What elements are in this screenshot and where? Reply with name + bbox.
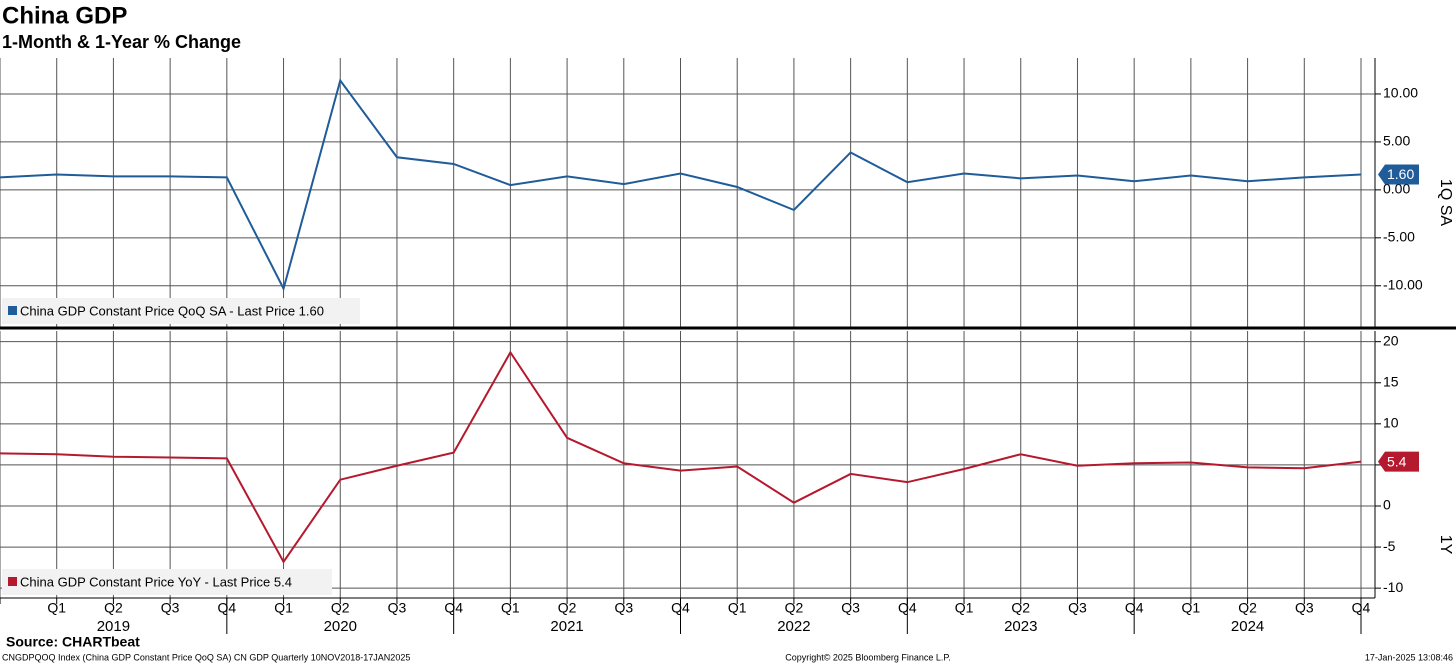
last-price-flag — [1378, 451, 1419, 472]
x-tick-label: Q1 — [1182, 600, 1201, 616]
x-tick-label: Q1 — [47, 600, 66, 616]
legend-label: China GDP Constant Price YoY - Last Pric… — [20, 574, 292, 589]
x-tick-label: Q2 — [104, 600, 123, 616]
y-tick-label: -5.00 — [1383, 229, 1415, 245]
y-axis-title: 1Q SA — [1437, 179, 1454, 226]
legend-label: China GDP Constant Price QoQ SA - Last P… — [20, 303, 324, 318]
x-tick-label: Q1 — [955, 600, 974, 616]
y-tick-label: 0 — [1383, 497, 1391, 513]
x-tick-label: Q2 — [558, 600, 577, 616]
x-year-label: 2019 — [97, 618, 130, 635]
x-tick-label: Q3 — [614, 600, 633, 616]
x-year-label: 2023 — [1004, 618, 1037, 635]
y-tick-label: 20 — [1383, 332, 1399, 348]
x-tick-label: Q3 — [161, 600, 180, 616]
line — [0, 78, 1362, 292]
x-tick-label: Q2 — [1011, 600, 1030, 616]
line — [0, 350, 1362, 564]
x-year-label: 2024 — [1231, 618, 1264, 635]
source: Source: CHARTbeat — [6, 634, 140, 650]
legend-box — [2, 569, 332, 595]
chart-title: China GDP — [2, 2, 127, 29]
x-tick-label: Q2 — [331, 600, 350, 616]
last-price-flag — [1378, 164, 1419, 185]
last-price-label: 5.4 — [1387, 453, 1407, 469]
x-tick-label: Q3 — [841, 600, 860, 616]
y-tick-label: 10.00 — [1383, 85, 1418, 101]
y-axis-title: 1Y — [1437, 535, 1454, 555]
legend-swatch — [8, 306, 17, 315]
footer-right: 17-Jan-2025 13:08:46 — [1365, 652, 1453, 662]
x-tick-label: Q3 — [1295, 600, 1314, 616]
x-tick-label: Q1 — [501, 600, 520, 616]
x-tick-label: Q2 — [785, 600, 804, 616]
x-tick-label: Q3 — [1068, 600, 1087, 616]
footer-center: Copyright© 2025 Bloomberg Finance L.P. — [785, 652, 951, 662]
x-year-label: 2022 — [777, 618, 810, 635]
x-tick-label: Q3 — [388, 600, 407, 616]
x-tick-label: Q1 — [274, 600, 293, 616]
legend-box — [2, 298, 360, 324]
x-year-label: 2020 — [324, 618, 357, 635]
x-year-label: 2021 — [550, 618, 583, 635]
chart-subtitle: 1-Month & 1-Year % Change — [2, 32, 241, 52]
y-tick-label: 5.00 — [1383, 133, 1410, 149]
y-tick-label: 0.00 — [1383, 181, 1410, 197]
y-tick-label: 15 — [1383, 373, 1399, 389]
last-price-label: 1.60 — [1387, 166, 1414, 182]
footer-left: CNGDPQOQ Index (China GDP Constant Price… — [2, 652, 410, 662]
x-tick-label: Q1 — [728, 600, 747, 616]
y-tick-label: 10 — [1383, 415, 1399, 431]
y-tick-label: -5 — [1383, 538, 1396, 554]
x-tick-label: Q2 — [1238, 600, 1257, 616]
y-tick-label: -10 — [1383, 579, 1403, 595]
legend-swatch — [8, 577, 17, 586]
y-tick-label: -10.00 — [1383, 276, 1423, 292]
